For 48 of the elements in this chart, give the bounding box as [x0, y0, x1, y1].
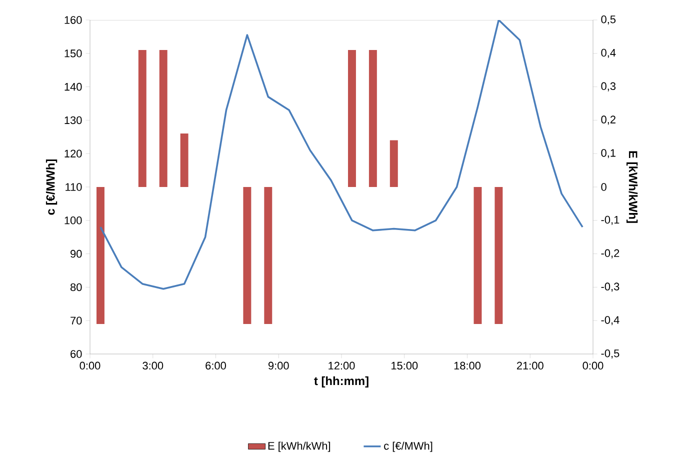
y2-tick-label: 0: [601, 183, 606, 191]
x-tick-label: 21:00: [516, 362, 544, 370]
bar: [368, 50, 377, 187]
x-tick-label: 3:00: [142, 362, 164, 370]
y-tick-label: 100: [64, 216, 82, 224]
bar: [494, 186, 503, 324]
x-tick-label: 0:00: [80, 362, 100, 370]
x-axis-title: t [hh:mm]: [314, 376, 368, 388]
legend-label: c [€/MWh]: [384, 442, 432, 452]
y2-tick-label: -0,2: [601, 249, 620, 258]
bar: [264, 186, 272, 324]
bar: [474, 186, 482, 324]
y-tick-label: 90: [70, 250, 82, 258]
y2-tick-label: 0,1: [601, 149, 616, 158]
y-axis-title: c [€/MWh]: [46, 159, 58, 215]
y-tick-label: 150: [64, 50, 82, 58]
bar: [180, 134, 188, 187]
bar: [348, 50, 356, 187]
bar: [159, 50, 168, 187]
bar: [243, 186, 252, 324]
y-tick-label: 160: [64, 16, 82, 24]
x-tick-label: 12:00: [328, 362, 355, 370]
y2-tick-label: 0,3: [601, 82, 616, 92]
y-tick-label: 130: [64, 116, 82, 124]
y-tick-label: 60: [70, 350, 82, 358]
y2-tick-label: 0,2: [601, 116, 616, 125]
y-tick-label: 70: [70, 316, 82, 324]
y2-tick-label: 0,5: [601, 15, 616, 25]
x-tick-label: 9:00: [268, 362, 289, 370]
y2-axis-title: E [kWh/kWh]: [626, 151, 638, 223]
x-tick-label: 6:00: [206, 362, 226, 370]
bar: [138, 50, 146, 187]
bar: [96, 186, 104, 324]
y2-tick-label: -0,1: [601, 216, 620, 225]
y2-tick-label: -0,3: [601, 282, 620, 292]
y-tick-label: 110: [66, 183, 82, 191]
line-series: [100, 20, 584, 290]
x-tick-label: 0:00: [582, 362, 604, 370]
y-tick-label: 120: [64, 150, 82, 158]
y-tick-label: 80: [70, 283, 82, 292]
x-tick-label: 15:00: [391, 362, 418, 370]
y2-tick-label: -0,5: [601, 349, 620, 359]
y-tick-label: 140: [64, 82, 82, 91]
y2-tick-label: 0,4: [601, 48, 616, 58]
legend-label: E [kWh/kWh]: [268, 442, 330, 452]
bar: [390, 140, 398, 187]
x-tick-label: 18:00: [454, 362, 481, 370]
y2-tick-label: -0,4: [601, 316, 620, 326]
